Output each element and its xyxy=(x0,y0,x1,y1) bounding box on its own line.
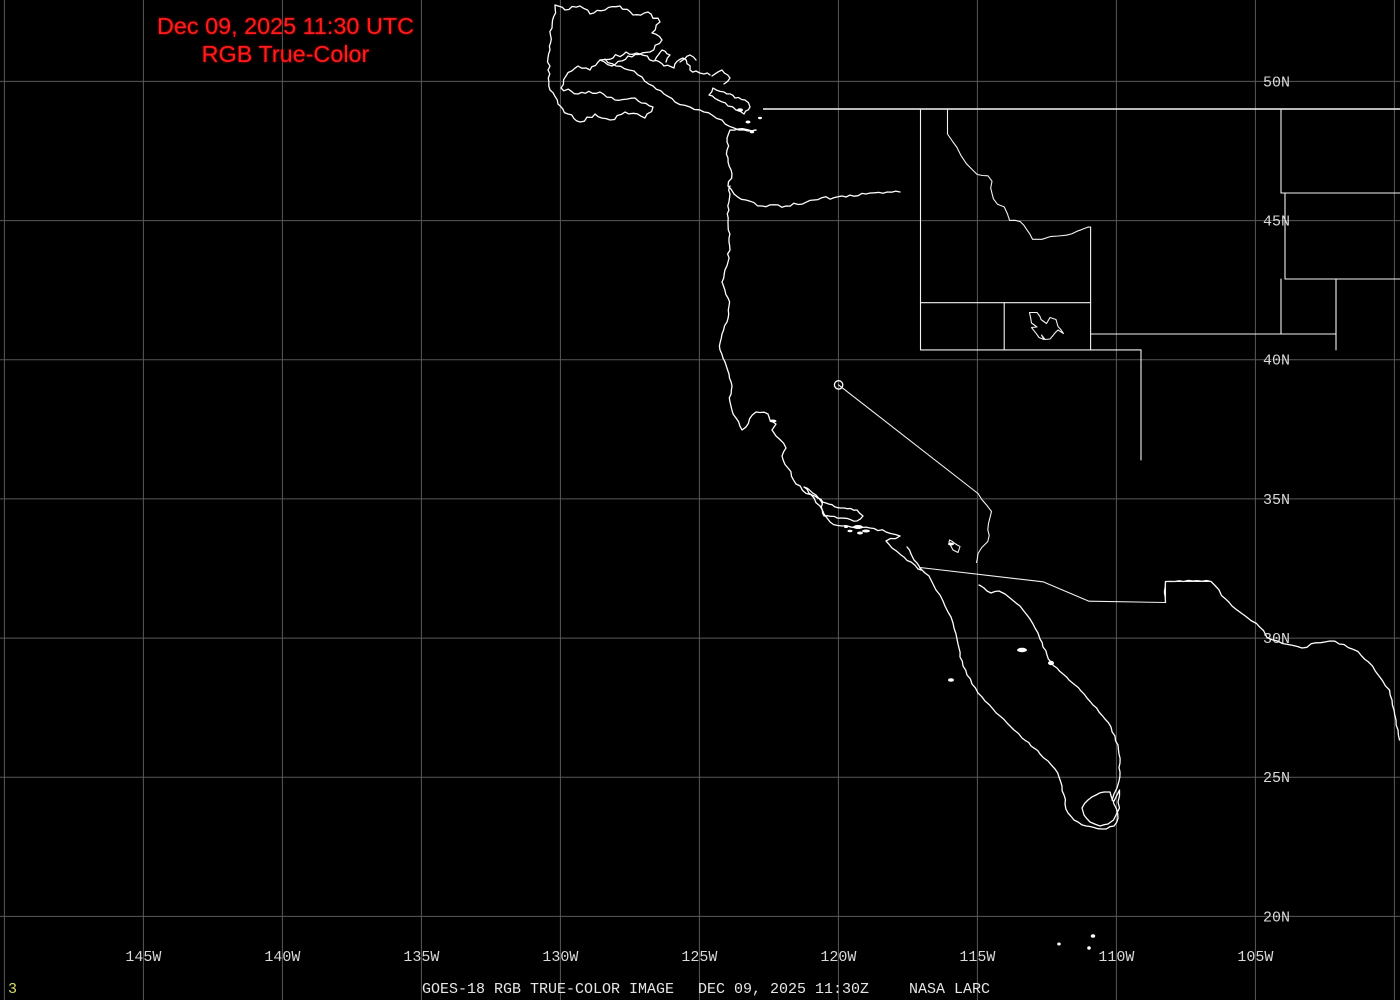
svg-text:145W: 145W xyxy=(125,949,161,966)
svg-text:140W: 140W xyxy=(264,949,300,966)
svg-text:130W: 130W xyxy=(542,949,578,966)
svg-text:110W: 110W xyxy=(1098,949,1134,966)
svg-text:125W: 125W xyxy=(681,949,717,966)
svg-text:35N: 35N xyxy=(1263,492,1290,509)
svg-text:120W: 120W xyxy=(820,949,856,966)
svg-text:20N: 20N xyxy=(1263,909,1290,926)
svg-text:115W: 115W xyxy=(959,949,995,966)
svg-text:25N: 25N xyxy=(1263,770,1290,787)
svg-text:50N: 50N xyxy=(1263,74,1290,91)
svg-text:45N: 45N xyxy=(1263,214,1290,231)
svg-text:105W: 105W xyxy=(1237,949,1273,966)
svg-text:40N: 40N xyxy=(1263,353,1290,370)
svg-text:135W: 135W xyxy=(403,949,439,966)
svg-text:30N: 30N xyxy=(1263,631,1290,648)
